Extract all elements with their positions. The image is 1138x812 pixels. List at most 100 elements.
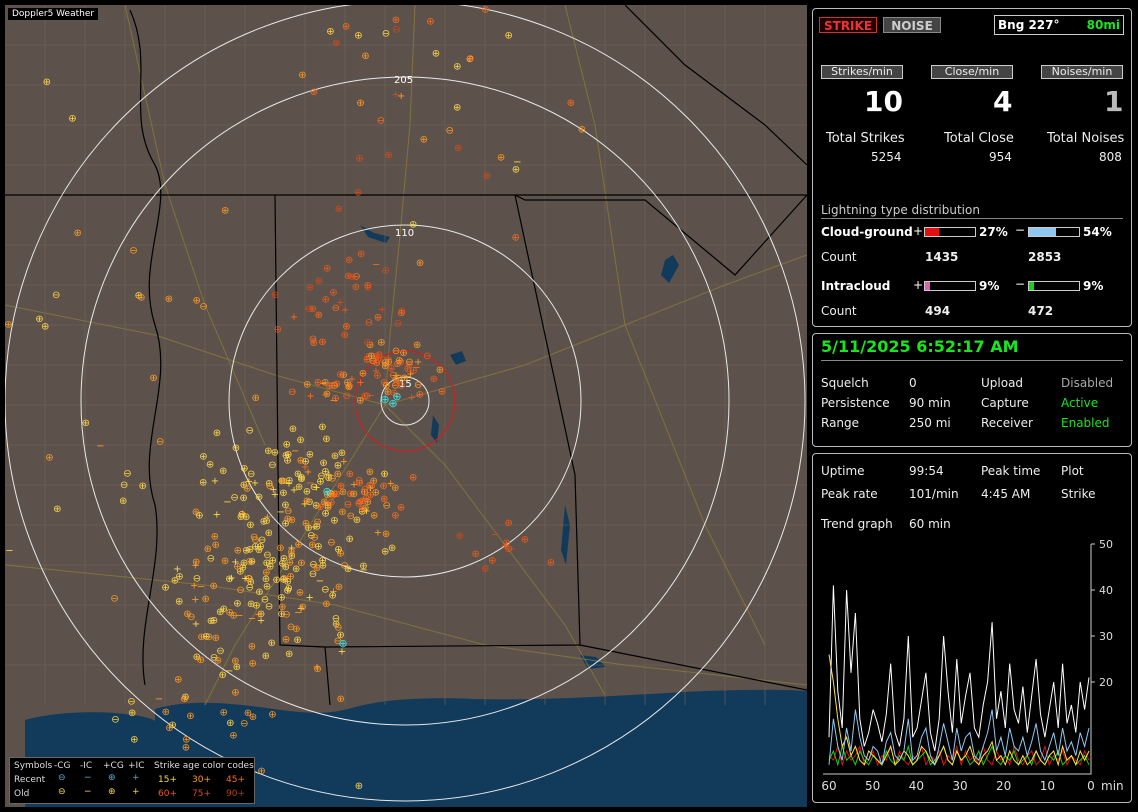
trend-value: 60 min bbox=[909, 517, 951, 531]
strike-marker: ⊕ bbox=[282, 635, 290, 646]
range-rings bbox=[5, 5, 806, 802]
strike-marker: ⊕ bbox=[247, 577, 255, 588]
distribution-title: Lightning type distribution bbox=[821, 203, 980, 217]
strike-marker: ⊕ bbox=[252, 601, 260, 612]
strike-marker: ⊖ bbox=[332, 614, 340, 625]
noise-button[interactable]: NOISE bbox=[883, 17, 941, 33]
strike-marker: ⊕ bbox=[399, 348, 407, 359]
x-tick-label: 30 bbox=[952, 779, 967, 793]
strike-marker: ⊕ bbox=[370, 510, 378, 521]
strike-marker: ⊕ bbox=[171, 575, 179, 586]
strike-marker: ⊕ bbox=[393, 359, 401, 370]
strike-marker: ⊕ bbox=[263, 558, 271, 569]
strike-marker: ⊕ bbox=[149, 373, 157, 384]
strike-marker: ⊕ bbox=[315, 276, 323, 287]
strike-marker: + bbox=[288, 543, 296, 554]
strike-marker: ⊕ bbox=[283, 455, 291, 466]
gulf-water bbox=[155, 689, 807, 807]
strike-marker: ⊕ bbox=[232, 443, 240, 454]
strike-marker: ⊕ bbox=[296, 435, 304, 446]
strike-marker: ⊕ bbox=[416, 258, 424, 269]
strike-marker: ⊕ bbox=[303, 496, 311, 507]
strike-marker: ⊕ bbox=[334, 469, 342, 480]
strike-marker: ⊕ bbox=[323, 263, 331, 274]
strike-marker: ⊕ bbox=[381, 265, 389, 276]
peak-rate-value: 101/min bbox=[909, 487, 959, 501]
strike-marker: ⊕ bbox=[175, 572, 183, 583]
strike-marker: ⊖ bbox=[247, 469, 255, 480]
strike-marker: ⊕ bbox=[297, 455, 305, 466]
strike-marker: ⊕ bbox=[242, 546, 250, 557]
strike-marker: ⊕ bbox=[336, 369, 344, 380]
strike-marker: ⊕ bbox=[323, 389, 331, 400]
trend-series-line bbox=[828, 585, 1090, 752]
strike-marker: ⊕ bbox=[212, 633, 220, 644]
strike-marker: ⊕ bbox=[266, 561, 274, 572]
strike-marker: ⊖ bbox=[156, 436, 164, 447]
strike-marker: ⊕ bbox=[274, 324, 282, 335]
strike-marker: ⊕ bbox=[175, 597, 183, 608]
strike-marker: ⊕ bbox=[182, 742, 190, 753]
strike-marker: ⊕ bbox=[397, 503, 405, 514]
strike-marker: ⊕ bbox=[316, 477, 324, 488]
strike-marker: − bbox=[294, 607, 302, 618]
strike-marker: ⊖ bbox=[367, 481, 375, 492]
strike-marker: + bbox=[269, 484, 277, 495]
strike-marker: ⊕ bbox=[277, 592, 285, 603]
strike-marker: ⊕ bbox=[210, 616, 218, 627]
peak-rate-label: Peak rate bbox=[821, 487, 878, 501]
strike-marker: ⊕ bbox=[282, 450, 290, 461]
strike-marker: ⊕ bbox=[392, 15, 400, 26]
strike-marker: − bbox=[155, 694, 163, 705]
strike-marker: ⊕ bbox=[360, 487, 368, 498]
strike-marker: ⊕ bbox=[345, 382, 353, 393]
strike-marker: ⊕ bbox=[283, 440, 291, 451]
trend-series-line bbox=[828, 654, 1090, 767]
strike-marker: ⊕ bbox=[265, 528, 273, 539]
strike-marker: ⊕ bbox=[505, 518, 513, 529]
strike-marker: ⊕ bbox=[263, 582, 271, 593]
strike-marker: ⊕ bbox=[326, 488, 334, 499]
x-tick-label: 50 bbox=[865, 779, 880, 793]
strike-marker: ⊕ bbox=[321, 508, 329, 519]
noises-per-min-button[interactable]: Noises/min bbox=[1041, 65, 1123, 79]
strike-button[interactable]: STRIKE bbox=[819, 17, 877, 33]
strike-marker: ⊕ bbox=[325, 473, 333, 484]
strike-marker: ⊕ bbox=[165, 294, 173, 305]
strike-marker: ⊕ bbox=[321, 467, 329, 478]
total-noises-value: 808 bbox=[1099, 150, 1122, 164]
strike-marker: ⊕ bbox=[186, 711, 194, 722]
strike-marker: ⊖ bbox=[331, 381, 339, 392]
strike-marker: ⊖ bbox=[313, 517, 321, 528]
strike-marker: − bbox=[508, 544, 516, 555]
strike-marker: ⊕ bbox=[297, 558, 305, 569]
strike-marker: ⊕ bbox=[234, 546, 242, 557]
strike-marker: ⊕ bbox=[280, 574, 288, 585]
strike-marker: + bbox=[387, 478, 395, 489]
lightning-map[interactable]: 205 110 15 + ⊕ − ⊕ ⊖ ⊕ ⊕ ⊕ ⊕ ⊕ ⊖ − ⊕ ⊖ ⊕ ⊕ ⊕ + ⊕ + ⊕ + ⊕ ⊖ ⊕ ⊕ ⊕ ⊕ ⊖… bbox=[5, 5, 807, 807]
strike-marker: ⊕ bbox=[262, 574, 270, 585]
y-tick-label: 30 bbox=[1099, 630, 1113, 643]
strike-marker: + bbox=[348, 374, 356, 385]
strike-marker: ⊕ bbox=[255, 587, 263, 598]
legend-col-pos-ic: +IC bbox=[128, 761, 145, 771]
strike-marker: ⊕ bbox=[207, 616, 215, 627]
strike-marker: ⊖ bbox=[288, 387, 296, 398]
strike-marker: ⊕ bbox=[284, 449, 292, 460]
recent-strike-marker: ⊕ bbox=[388, 397, 397, 410]
strike-marker: ⊕ bbox=[329, 287, 337, 298]
strike-marker: ⊕ bbox=[260, 517, 268, 528]
strike-marker: ⊕ bbox=[306, 283, 314, 294]
range-label-outer: 205 bbox=[394, 75, 413, 86]
strike-marker: ⊕ bbox=[375, 350, 383, 361]
strike-marker: ⊕ bbox=[281, 500, 289, 511]
strike-marker: ⊕ bbox=[119, 496, 127, 507]
recent-strike-marker: ⊕ bbox=[392, 390, 401, 403]
strike-marker: ⊕ bbox=[390, 388, 398, 399]
upload-value: Disabled bbox=[1061, 376, 1114, 390]
strike-marker: ⊕ bbox=[336, 630, 344, 641]
strike-marker: ⊕ bbox=[338, 448, 346, 459]
strike-marker: + bbox=[356, 378, 364, 389]
close-per-min-button[interactable]: Close/min bbox=[931, 65, 1013, 79]
strikes-per-min-button[interactable]: Strikes/min bbox=[821, 65, 903, 79]
